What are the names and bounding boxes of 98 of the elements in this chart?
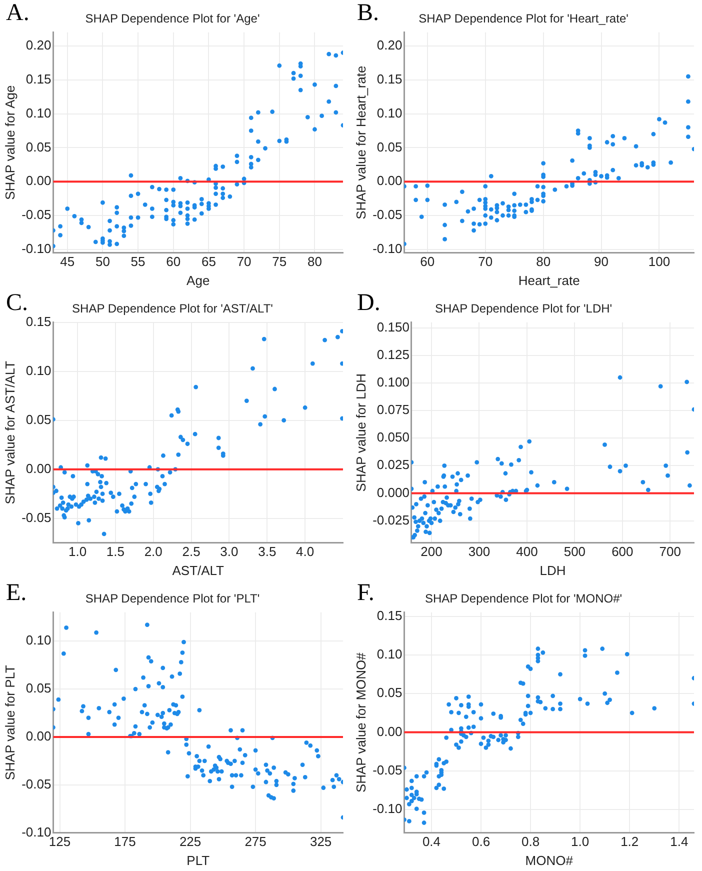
y-tick-label: 0.05 <box>26 680 52 696</box>
y-tick-label: 0.00 <box>26 728 52 744</box>
y-axis-title: SHAP value for PLT <box>2 664 18 780</box>
y-tick-label: -0.05 <box>22 510 52 525</box>
x-tick-label: 175 <box>114 834 136 850</box>
x-axis-title: Heart_rate <box>518 272 580 288</box>
chart-title: SHAP Dependence Plot for 'LDH' <box>434 302 612 316</box>
x-tick-label: 200 <box>420 544 442 560</box>
y-tick-label: -0.05 <box>22 776 52 792</box>
y-tick-label: 0.10 <box>26 105 52 120</box>
x-tick-label: 4.0 <box>296 544 314 560</box>
x-tick-label: 100 <box>648 254 670 270</box>
text: D. <box>357 290 380 317</box>
x-tick-label: 3.5 <box>258 544 276 560</box>
y-tick-label: 0.025 <box>376 457 410 472</box>
x-tick-label: 275 <box>244 834 266 850</box>
y-tick-label: 0.15 <box>26 71 52 86</box>
y-tick-label: 0.000 <box>376 484 410 500</box>
x-tick-label: 1.0 <box>571 834 590 850</box>
y-tick-label: 0.10 <box>376 105 402 120</box>
y-tick-label: -0.025 <box>372 512 410 528</box>
x-tick-label: 600 <box>612 544 634 560</box>
y-tick-label: 0.15 <box>26 314 52 329</box>
y-axis-title: SHAP value for Heart_rate <box>353 66 368 220</box>
x-tick-label: 1.4 <box>670 834 688 850</box>
x-tick-label: 0.6 <box>472 834 490 850</box>
x-tick-label: 700 <box>659 544 681 560</box>
y-tick-label: -0.05 <box>22 207 52 222</box>
y-axis-title: SHAP value for MONO# <box>353 652 368 793</box>
y-tick-label: 0.075 <box>376 402 410 418</box>
x-tick-label: 300 <box>468 544 490 560</box>
y-tick-label: 0.100 <box>376 374 410 390</box>
y-tick-label: 0.05 <box>26 139 52 154</box>
x-tick-label: 325 <box>310 834 332 850</box>
x-tick-label: 70 <box>236 254 252 270</box>
x-tick-label: 3.0 <box>220 544 238 560</box>
text: A. <box>6 0 30 27</box>
y-axis-title: SHAP value for AST/ALT <box>2 360 18 504</box>
text: E. <box>6 580 27 607</box>
y-tick-label: 0.10 <box>376 646 402 662</box>
y-tick-label: -0.10 <box>372 240 402 256</box>
text: F. <box>357 580 374 607</box>
y-tick-label: -0.10 <box>372 801 402 816</box>
x-axis-title: PLT <box>186 852 210 868</box>
y-tick-label: 0.00 <box>26 460 52 476</box>
x-tick-label: 90 <box>594 254 609 270</box>
y-tick-label: 0.00 <box>26 173 52 188</box>
x-tick-label: 80 <box>536 254 551 270</box>
y-axis-title: SHAP value for LDH <box>353 373 368 492</box>
x-axis-title: LDH <box>540 562 566 578</box>
x-tick-label: 2.5 <box>182 544 200 560</box>
y-tick-label: 0.050 <box>376 430 410 445</box>
x-tick-label: 45 <box>60 254 75 270</box>
y-tick-label: -0.10 <box>22 240 52 256</box>
x-axis-title: AST/ALT <box>172 562 224 578</box>
x-tick-label: 400 <box>516 544 538 560</box>
chart-title: SHAP Dependence Plot for 'AST/ALT' <box>72 302 273 316</box>
y-tick-label: 0.150 <box>376 319 410 334</box>
x-axis-title: Age <box>186 272 210 288</box>
y-tick-label: 0.125 <box>376 347 410 362</box>
text: C. <box>6 290 28 316</box>
x-tick-label: 50 <box>95 254 110 270</box>
y-tick-label: -0.10 <box>22 824 52 840</box>
x-tick-label: 0.4 <box>422 834 441 850</box>
chart-title: SHAP Dependence Plot for 'MONO#' <box>424 592 622 606</box>
y-tick-label: 0.05 <box>26 412 52 427</box>
x-tick-label: 60 <box>420 254 435 270</box>
y-tick-label: 0.20 <box>376 38 402 53</box>
y-tick-label: 0.00 <box>376 173 402 188</box>
x-tick-label: 0.8 <box>522 834 540 850</box>
y-tick-label: 0.05 <box>376 139 402 154</box>
x-tick-label: 1.5 <box>106 544 124 560</box>
x-tick-label: 1.0 <box>68 544 87 560</box>
x-tick-label: 500 <box>564 544 586 560</box>
y-tick-label: 0.15 <box>376 608 402 623</box>
y-tick-label: 0.10 <box>26 632 52 648</box>
x-tick-label: 65 <box>201 254 216 270</box>
y-tick-label: 0.00 <box>376 724 402 739</box>
y-tick-label: -0.05 <box>372 207 402 222</box>
x-tick-label: 70 <box>478 254 493 270</box>
chart-title: SHAP Dependence Plot for 'Heart_rate' <box>418 12 628 26</box>
chart-title: SHAP Dependence Plot for 'Age' <box>85 12 260 26</box>
x-axis-title: MONO# <box>525 852 574 868</box>
x-tick-label: 225 <box>179 834 202 850</box>
x-tick-label: 60 <box>166 254 181 270</box>
chart-title: SHAP Dependence Plot for 'PLT' <box>85 592 260 606</box>
y-tick-label: 0.05 <box>376 685 402 700</box>
y-tick-label: 0.20 <box>26 38 52 53</box>
x-tick-label: 55 <box>130 254 146 270</box>
x-tick-label: 2.0 <box>144 544 162 560</box>
text: B. <box>357 0 380 27</box>
x-tick-label: 80 <box>307 254 322 270</box>
y-tick-label: 0.10 <box>26 362 52 378</box>
x-tick-label: 1.2 <box>620 834 639 850</box>
x-tick-label: 75 <box>272 254 287 270</box>
y-tick-label: 0.15 <box>376 71 402 86</box>
y-axis-title: SHAP value for Age <box>2 85 18 200</box>
y-tick-label: -0.05 <box>372 762 402 778</box>
